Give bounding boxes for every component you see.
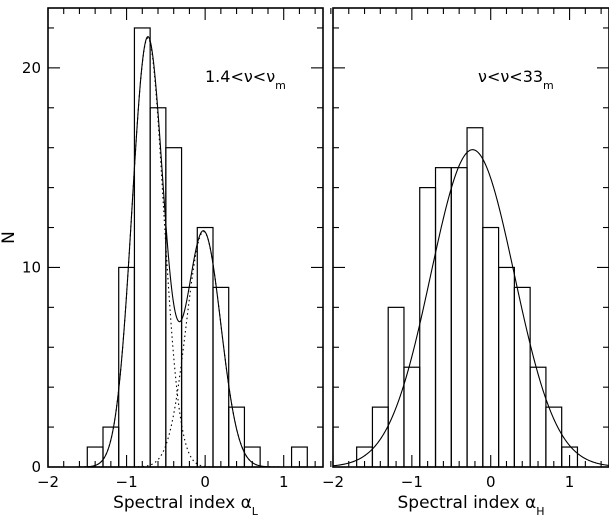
histogram-bar (419, 187, 437, 468)
x-tick-label: −2 (37, 473, 59, 491)
histogram-bar (228, 406, 246, 468)
histogram-bar (450, 167, 468, 468)
x-tick-label: 1 (279, 473, 289, 491)
x-axis-title: Spectral index αL (113, 493, 259, 516)
histogram-bar (196, 226, 214, 468)
x-axis-title: Spectral index αH (398, 493, 545, 516)
x-tick-label: −2 (322, 473, 344, 491)
histogram-bar (165, 147, 183, 468)
y-tick-label: 0 (31, 458, 41, 476)
panel-annotation: ν<ν<33m (478, 67, 554, 92)
y-tick-label: 10 (22, 258, 41, 276)
histogram-bar (212, 286, 230, 468)
y-axis-title: N (0, 231, 19, 244)
histogram-bar (529, 366, 547, 468)
plot-frame (332, 7, 609, 468)
histogram-bar (513, 286, 531, 468)
x-tick-label: −1 (401, 473, 423, 491)
gaussian-fit-curve (333, 149, 609, 467)
y-tick-label: 20 (22, 59, 41, 77)
x-tick-label: 1 (565, 473, 575, 491)
histogram-bar (371, 406, 389, 468)
fit-curves (333, 149, 609, 467)
histogram-bar (482, 226, 500, 468)
panel-annotation: 1.4<ν<νm (205, 67, 286, 92)
histogram-bar (387, 306, 405, 468)
fit-curves (48, 36, 323, 467)
gaussian-component-curve (48, 37, 323, 467)
panel-right: −2 −1 0 1 ν<ν<33m Spectral index αH (322, 7, 609, 518)
histogram-bar (466, 127, 484, 468)
plot-frame (47, 7, 324, 468)
histogram-bar (243, 446, 261, 468)
histogram-bar (498, 266, 515, 468)
histogram-bar (545, 406, 563, 468)
histogram-bar (149, 107, 167, 468)
histogram-bar (434, 167, 452, 468)
x-tick-label: 0 (200, 473, 210, 491)
histogram-bar (133, 27, 151, 468)
histogram-bar (403, 366, 421, 468)
gaussian-total-fit-curve (48, 36, 323, 467)
x-tick-label: −1 (116, 473, 138, 491)
histogram-bar (561, 446, 579, 468)
x-tick-label: 0 (486, 473, 496, 491)
gaussian-component-curve (48, 230, 323, 467)
